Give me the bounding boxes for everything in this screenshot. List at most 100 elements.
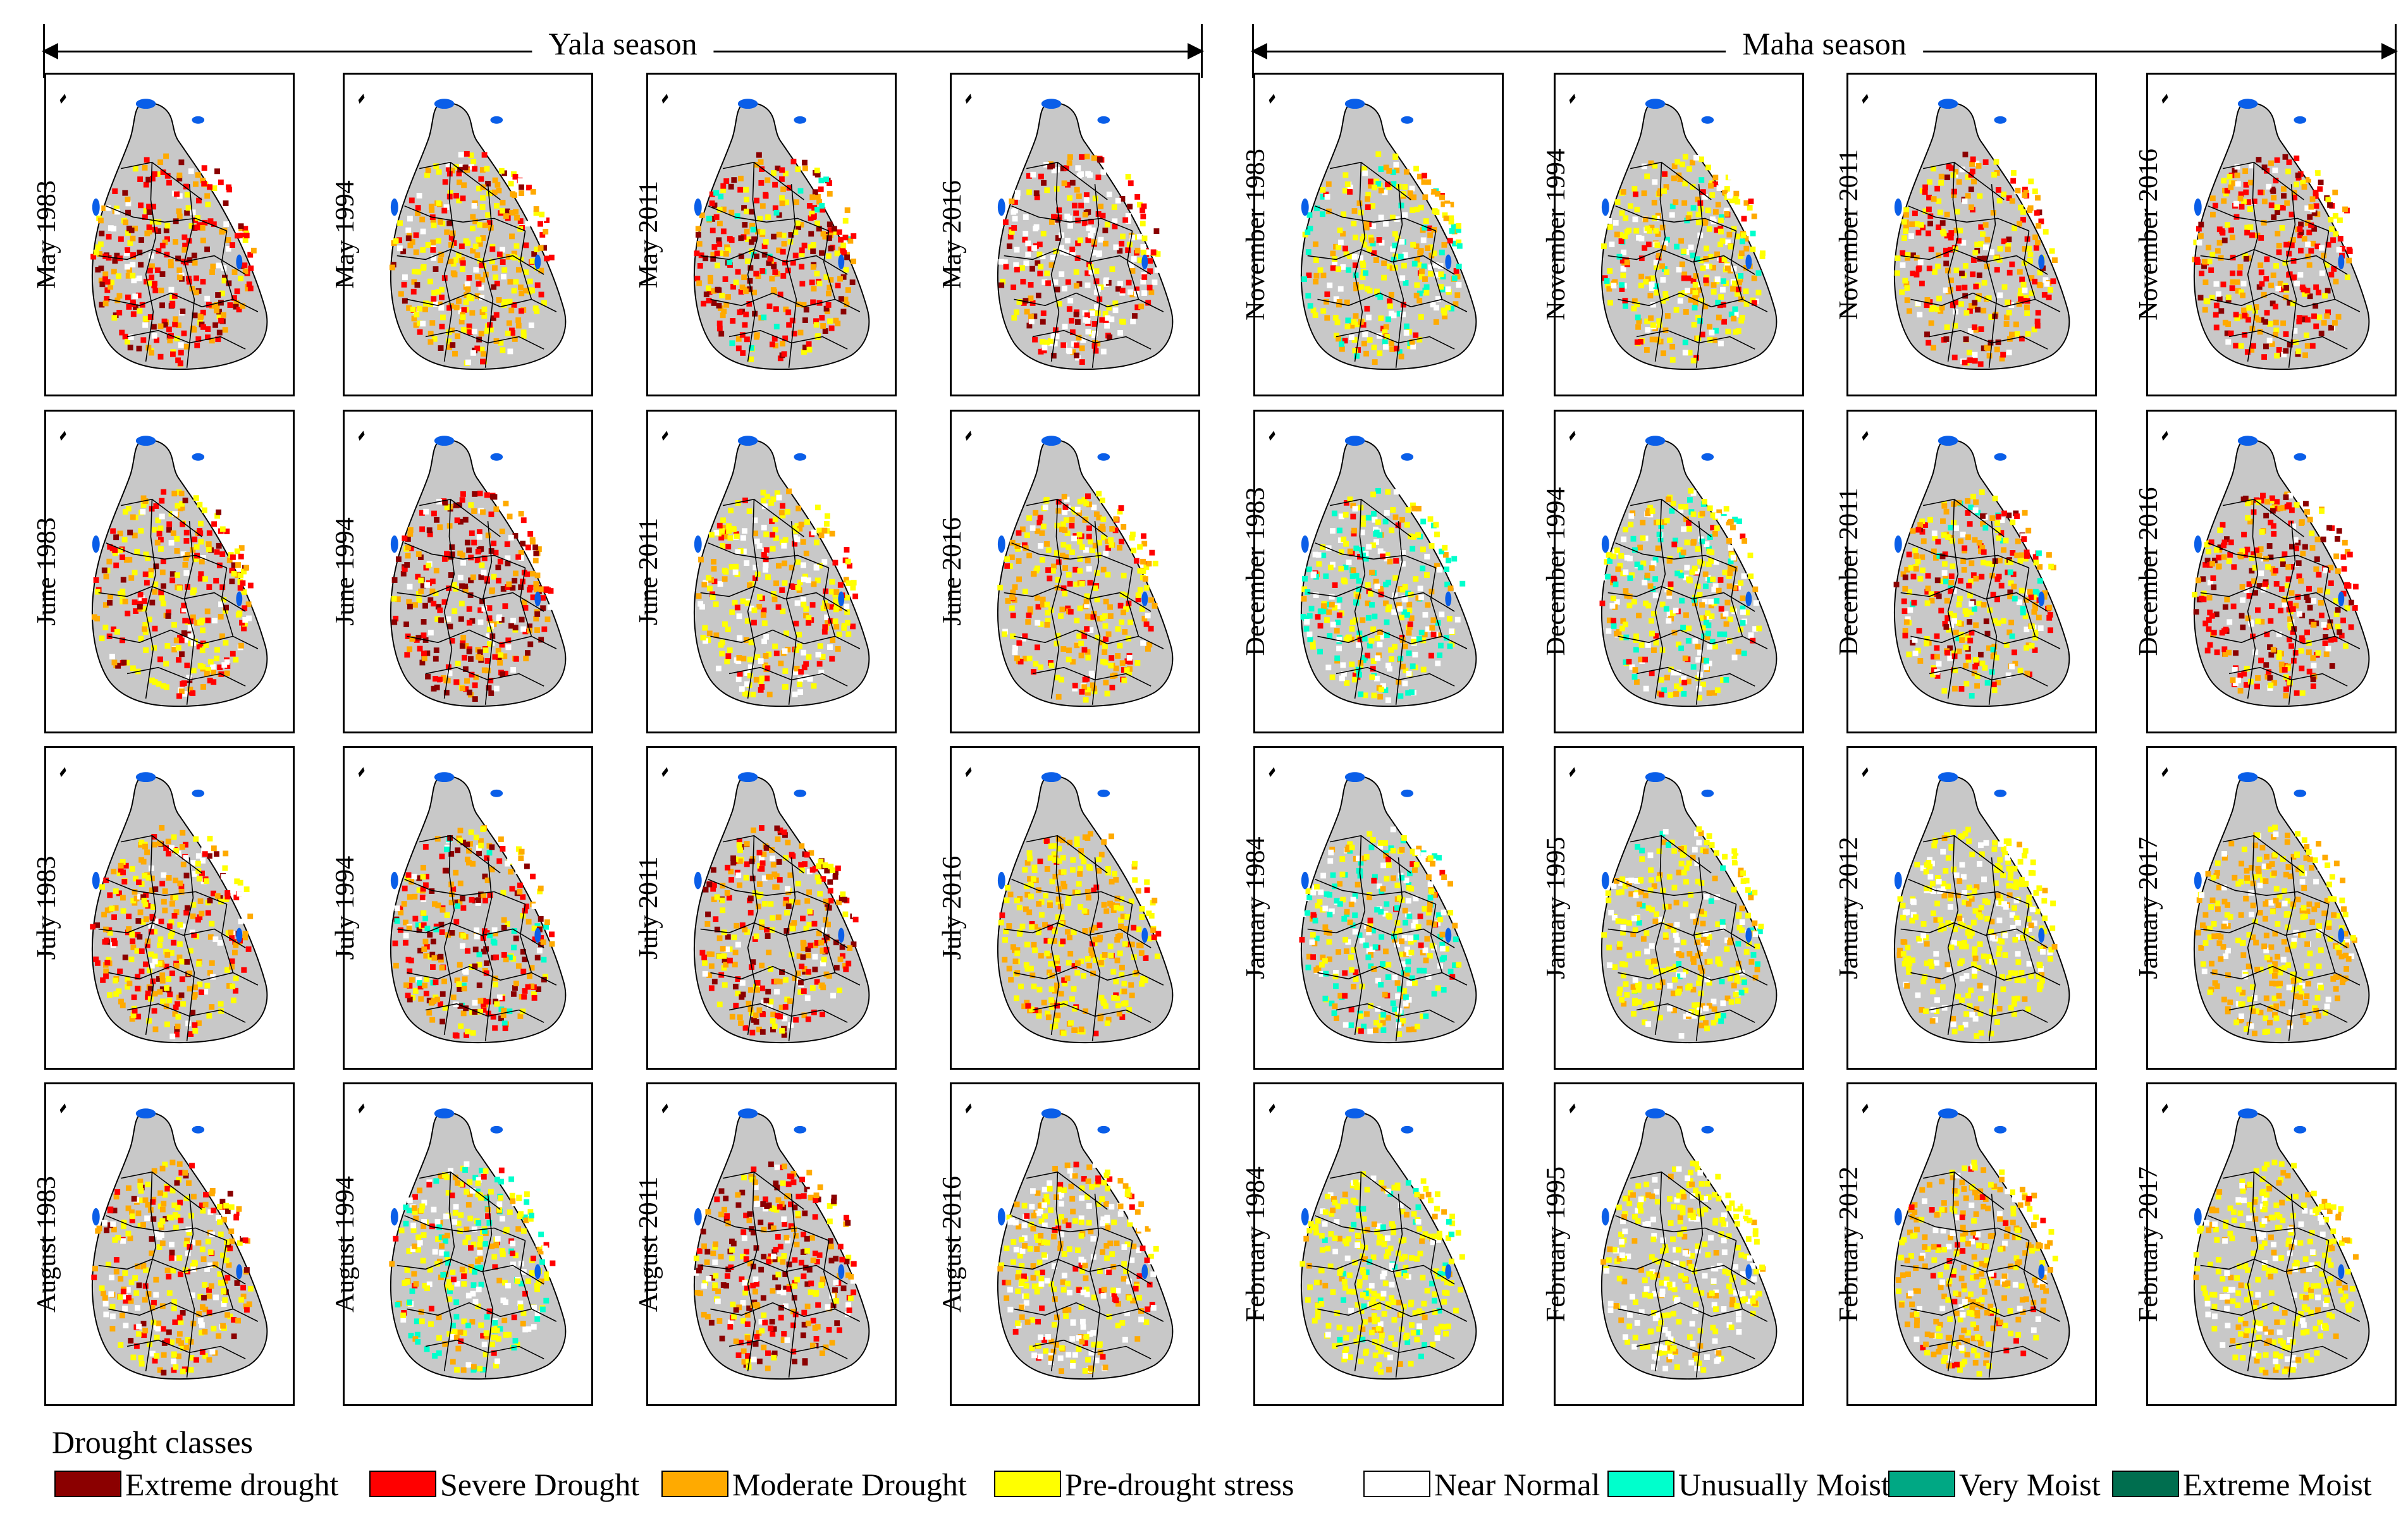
pixel-cell <box>511 288 517 294</box>
pixel-cell <box>2328 226 2335 232</box>
pixel-cell <box>1653 633 1659 639</box>
pixel-cell <box>2009 331 2015 338</box>
pixel-cell <box>1676 547 1683 553</box>
pixel-cell <box>2332 212 2338 219</box>
pixel-cell <box>1074 506 1081 513</box>
pixel-cell <box>1658 676 1664 683</box>
pixel-cell <box>1741 651 1747 656</box>
pixel-cell <box>1705 630 1712 637</box>
pixel-cell <box>395 556 402 562</box>
pixel-cell <box>1141 203 1147 209</box>
pixel-cell <box>1971 178 1977 185</box>
pixel-cell <box>1438 284 1444 290</box>
pixel-cell <box>510 254 516 260</box>
pixel-cell <box>796 632 802 638</box>
pixel-cell <box>1060 542 1067 548</box>
pixel-cell <box>755 228 761 235</box>
pixel-cell <box>1711 690 1717 696</box>
pixel-cell <box>1721 319 1728 325</box>
pixel-cell <box>759 166 765 173</box>
pixel-cell <box>126 304 132 310</box>
pixel-cell <box>1122 606 1129 613</box>
pixel-cell <box>131 278 137 284</box>
pixel-cell <box>207 218 214 224</box>
pixel-cell <box>2308 222 2314 228</box>
district-boundary <box>1615 205 1736 231</box>
pixel-cell <box>2031 326 2037 333</box>
pixel-cell <box>95 267 101 272</box>
pixel-cell <box>1365 615 1372 621</box>
pixel-cell <box>199 558 205 565</box>
pixel-cell <box>2024 552 2030 558</box>
pixel-cell <box>1023 260 1029 266</box>
pixel-cell <box>1079 580 1085 587</box>
pixel-cell <box>173 637 180 644</box>
pixel-cell <box>122 598 128 604</box>
pixel-cell <box>2001 238 2007 245</box>
pixel-cell <box>1990 653 1996 659</box>
pixel-cell <box>466 606 472 612</box>
pixel-cell <box>1441 310 1447 316</box>
water-body <box>1141 591 1148 607</box>
pixel-cell <box>725 627 731 633</box>
pixel-cell <box>797 525 803 532</box>
pixel-cell <box>1679 261 1685 267</box>
pixel-cell <box>178 637 185 644</box>
pixel-cell <box>1743 265 1749 271</box>
pixel-cell <box>1392 644 1398 650</box>
pixel-cell <box>472 218 479 224</box>
district-boundary <box>823 230 836 300</box>
pixel-cell <box>1105 538 1111 544</box>
pixel-cell <box>154 267 161 273</box>
pixel-cell <box>1095 341 1101 346</box>
pixel-cell <box>1003 264 1009 270</box>
pixel-cell <box>117 530 123 537</box>
pixel-cell <box>821 559 828 565</box>
pixel-cell <box>1048 663 1055 669</box>
pixel-cell <box>175 503 181 509</box>
pixel-cell <box>1067 223 1073 229</box>
pixel-cell <box>2308 248 2314 254</box>
pixel-cell <box>1034 194 1040 200</box>
pixel-cell <box>2318 245 2325 251</box>
pixel-cell <box>1044 270 1050 276</box>
pixel-cell <box>218 613 224 620</box>
pixel-cell <box>1378 586 1384 592</box>
pixel-cell <box>1928 320 1934 326</box>
pixel-cell <box>215 336 221 343</box>
pixel-cell <box>1686 520 1692 526</box>
pixel-cell <box>538 586 544 592</box>
pixel-cell <box>1991 644 1998 650</box>
pixel-cell <box>1123 592 1129 599</box>
pixel-cell <box>538 245 544 251</box>
pixel-cell <box>1685 275 1692 281</box>
pixel-cell <box>743 187 749 193</box>
pixel-cell <box>1671 670 1677 676</box>
pixel-cell <box>1336 612 1342 618</box>
pixel-cell <box>1984 630 1991 637</box>
north-arrow-icon <box>1569 94 1576 104</box>
pixel-cell <box>98 278 104 284</box>
pixel-cell <box>485 212 491 218</box>
pixel-cell <box>1399 238 1405 245</box>
pixel-cell <box>1681 275 1687 281</box>
pixel-cell <box>1912 548 1919 554</box>
pixel-cell <box>421 619 427 625</box>
pixel-cell <box>826 235 832 242</box>
panel-date-label: June 2011 <box>634 518 663 625</box>
pixel-cell <box>1115 197 1121 204</box>
pixel-cell <box>1385 697 1391 703</box>
pixel-cell <box>760 489 766 496</box>
pixel-cell <box>2285 168 2292 174</box>
pixel-cell <box>754 332 760 338</box>
pixel-cell <box>460 635 467 641</box>
pixel-cell <box>744 670 750 676</box>
pixel-cell <box>491 284 497 290</box>
pixel-cell <box>124 659 130 666</box>
pixel-cell <box>1452 240 1458 247</box>
pixel-cell <box>1704 634 1711 640</box>
pixel-cell <box>2273 178 2279 184</box>
district-boundary <box>407 292 557 312</box>
pixel-cell <box>427 278 433 285</box>
pixel-cell <box>1707 505 1713 511</box>
